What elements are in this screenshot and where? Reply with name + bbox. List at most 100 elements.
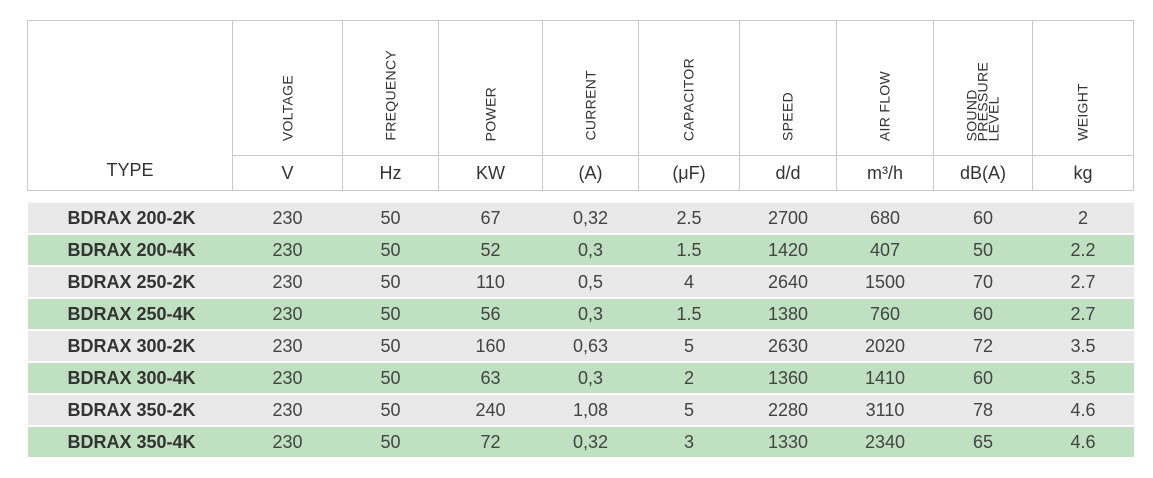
power-cell: 63 <box>438 361 543 394</box>
current-cell: 1,08 <box>542 393 639 426</box>
current-label: CURRENT <box>582 70 598 141</box>
frequency-cell: 50 <box>342 425 439 457</box>
voltage-cell: 230 <box>232 361 343 394</box>
air-flow-cell: 760 <box>836 297 934 330</box>
power-cell: 67 <box>438 203 543 234</box>
voltage-cell: 230 <box>232 393 343 426</box>
frequency-label: FREQUENCY <box>382 50 398 141</box>
capacitor-cell: 5 <box>638 329 740 362</box>
spec-table: TYPE VOLTAGE FREQUENCY POWER CURRENT CAP… <box>27 20 1134 457</box>
current-unit: (A) <box>542 155 639 191</box>
frequency-cell: 50 <box>342 203 439 234</box>
frequency-cell: 50 <box>342 329 439 362</box>
sound-cell: 78 <box>933 393 1033 426</box>
capacitor-cell: 2 <box>638 361 740 394</box>
air-flow-cell: 2340 <box>836 425 934 457</box>
speed-label: SPEED <box>779 92 796 141</box>
sound-pressure-label: SOUND PRESSURE LEVEL <box>963 61 1002 141</box>
current-cell: 0,3 <box>542 297 639 330</box>
voltage-header: VOLTAGE <box>232 20 343 156</box>
frequency-header: FREQUENCY <box>342 20 439 156</box>
current-cell: 0,63 <box>542 329 639 362</box>
air-flow-cell: 407 <box>836 233 934 266</box>
capacitor-header: CAPACITOR <box>638 20 740 156</box>
voltage-cell: 230 <box>232 329 343 362</box>
power-cell: 160 <box>438 329 543 362</box>
air-flow-header: AIR FLOW <box>836 20 934 156</box>
type-cell: BDRAX 250-4K <box>27 297 233 330</box>
table-row: BDRAX 300-4K 230 50 63 0,3 2 1360 1410 60 3.5 <box>27 361 1134 394</box>
table-row: BDRAX 200-4K 230 50 52 0,3 1.5 1420 407 50 2.2 <box>27 233 1134 266</box>
sound-cell: 60 <box>933 297 1033 330</box>
voltage-cell: 230 <box>232 265 343 298</box>
sound-cell: 72 <box>933 329 1033 362</box>
power-label: POWER <box>482 86 498 141</box>
speed-cell: 2640 <box>739 265 837 298</box>
speed-cell: 1420 <box>739 233 837 266</box>
frequency-unit: Hz <box>342 155 439 191</box>
voltage-cell: 230 <box>232 297 343 330</box>
speed-unit: d/d <box>739 155 837 191</box>
air-flow-cell: 1500 <box>836 265 934 298</box>
power-header: POWER <box>438 20 543 156</box>
air-flow-cell: 680 <box>836 203 934 234</box>
current-cell: 0,32 <box>542 203 639 234</box>
weight-cell: 4.6 <box>1032 393 1134 426</box>
speed-cell: 1360 <box>739 361 837 394</box>
power-cell: 72 <box>438 425 543 457</box>
sound-cell: 70 <box>933 265 1033 298</box>
capacitor-cell: 1.5 <box>638 297 740 330</box>
sound-cell: 50 <box>933 233 1033 266</box>
air-flow-unit: m³/h <box>836 155 934 191</box>
type-cell: BDRAX 200-4K <box>27 233 233 266</box>
frequency-cell: 50 <box>342 297 439 330</box>
power-cell: 240 <box>438 393 543 426</box>
capacitor-label: CAPACITOR <box>680 57 697 141</box>
type-cell: BDRAX 350-4K <box>27 425 233 457</box>
weight-header: WEIGHT <box>1032 20 1134 156</box>
sound-pressure-unit: dB(A) <box>933 155 1033 191</box>
type-cell: BDRAX 250-2K <box>27 265 233 298</box>
type-cell: BDRAX 350-2K <box>27 393 233 426</box>
frequency-cell: 50 <box>342 361 439 394</box>
speed-cell: 2630 <box>739 329 837 362</box>
current-cell: 0,32 <box>542 425 639 457</box>
weight-cell: 2.7 <box>1032 265 1134 298</box>
voltage-unit: V <box>232 155 343 191</box>
weight-cell: 3.5 <box>1032 329 1134 362</box>
air-flow-cell: 1410 <box>836 361 934 394</box>
speed-cell: 2700 <box>739 203 837 234</box>
weight-cell: 2.2 <box>1032 233 1134 266</box>
capacitor-cell: 5 <box>638 393 740 426</box>
weight-cell: 2 <box>1032 203 1134 234</box>
frequency-cell: 50 <box>342 233 439 266</box>
power-cell: 56 <box>438 297 543 330</box>
air-flow-cell: 3110 <box>836 393 934 426</box>
table-row: BDRAX 250-2K 230 50 110 0,5 4 2640 1500 70 2.7 <box>27 265 1134 298</box>
voltage-cell: 230 <box>232 425 343 457</box>
header-spacer <box>28 191 1134 204</box>
table-row: BDRAX 250-4K 230 50 56 0,3 1.5 1380 760 60 2.7 <box>27 297 1134 330</box>
weight-cell: 2.7 <box>1032 297 1134 330</box>
speed-cell: 1380 <box>739 297 837 330</box>
frequency-cell: 50 <box>342 393 439 426</box>
sound-cell: 65 <box>933 425 1033 457</box>
weight-label: WEIGHT <box>1074 83 1091 141</box>
sound-pressure-header: SOUND PRESSURE LEVEL <box>933 20 1033 156</box>
current-cell: 0,5 <box>542 265 639 298</box>
power-cell: 110 <box>438 265 543 298</box>
weight-unit: kg <box>1032 155 1134 191</box>
voltage-cell: 230 <box>232 203 343 234</box>
sound-cell: 60 <box>933 361 1033 394</box>
capacitor-cell: 2.5 <box>638 203 740 234</box>
current-cell: 0,3 <box>542 233 639 266</box>
current-cell: 0,3 <box>542 361 639 394</box>
capacitor-cell: 3 <box>638 425 740 457</box>
power-cell: 52 <box>438 233 543 266</box>
header-label-row: TYPE VOLTAGE FREQUENCY POWER CURRENT CAP… <box>27 20 1134 191</box>
weight-cell: 3.5 <box>1032 361 1134 394</box>
type-cell: BDRAX 300-4K <box>27 361 233 394</box>
current-header: CURRENT <box>542 20 639 156</box>
speed-cell: 1330 <box>739 425 837 457</box>
weight-cell: 4.6 <box>1032 425 1134 457</box>
